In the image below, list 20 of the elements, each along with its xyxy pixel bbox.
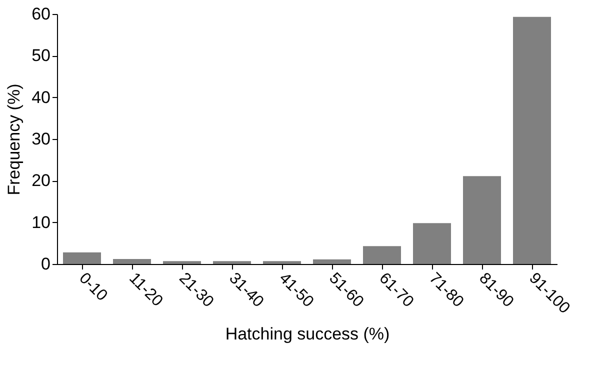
y-tick-label: 30	[32, 130, 50, 148]
bar	[463, 176, 501, 264]
bar	[263, 261, 301, 264]
y-tick-label: 40	[32, 88, 50, 107]
bar	[313, 259, 351, 264]
y-tick-label: 60	[32, 4, 50, 24]
bar	[513, 16, 551, 264]
y-tick-label: 50	[32, 46, 50, 66]
y-tick-label: 10	[32, 212, 50, 232]
y-tick-label: 0	[41, 254, 50, 274]
y-axis-title: Frequency (%)	[4, 84, 24, 196]
x-axis-title: Hatching success (%)	[225, 324, 390, 344]
bar	[413, 223, 451, 264]
bar	[63, 252, 101, 264]
bar	[113, 259, 151, 264]
y-tick-label: 20	[32, 171, 50, 190]
bar	[163, 261, 201, 264]
x-tick-label: 0-10	[76, 270, 110, 305]
bar	[363, 246, 401, 264]
bar	[213, 261, 251, 264]
